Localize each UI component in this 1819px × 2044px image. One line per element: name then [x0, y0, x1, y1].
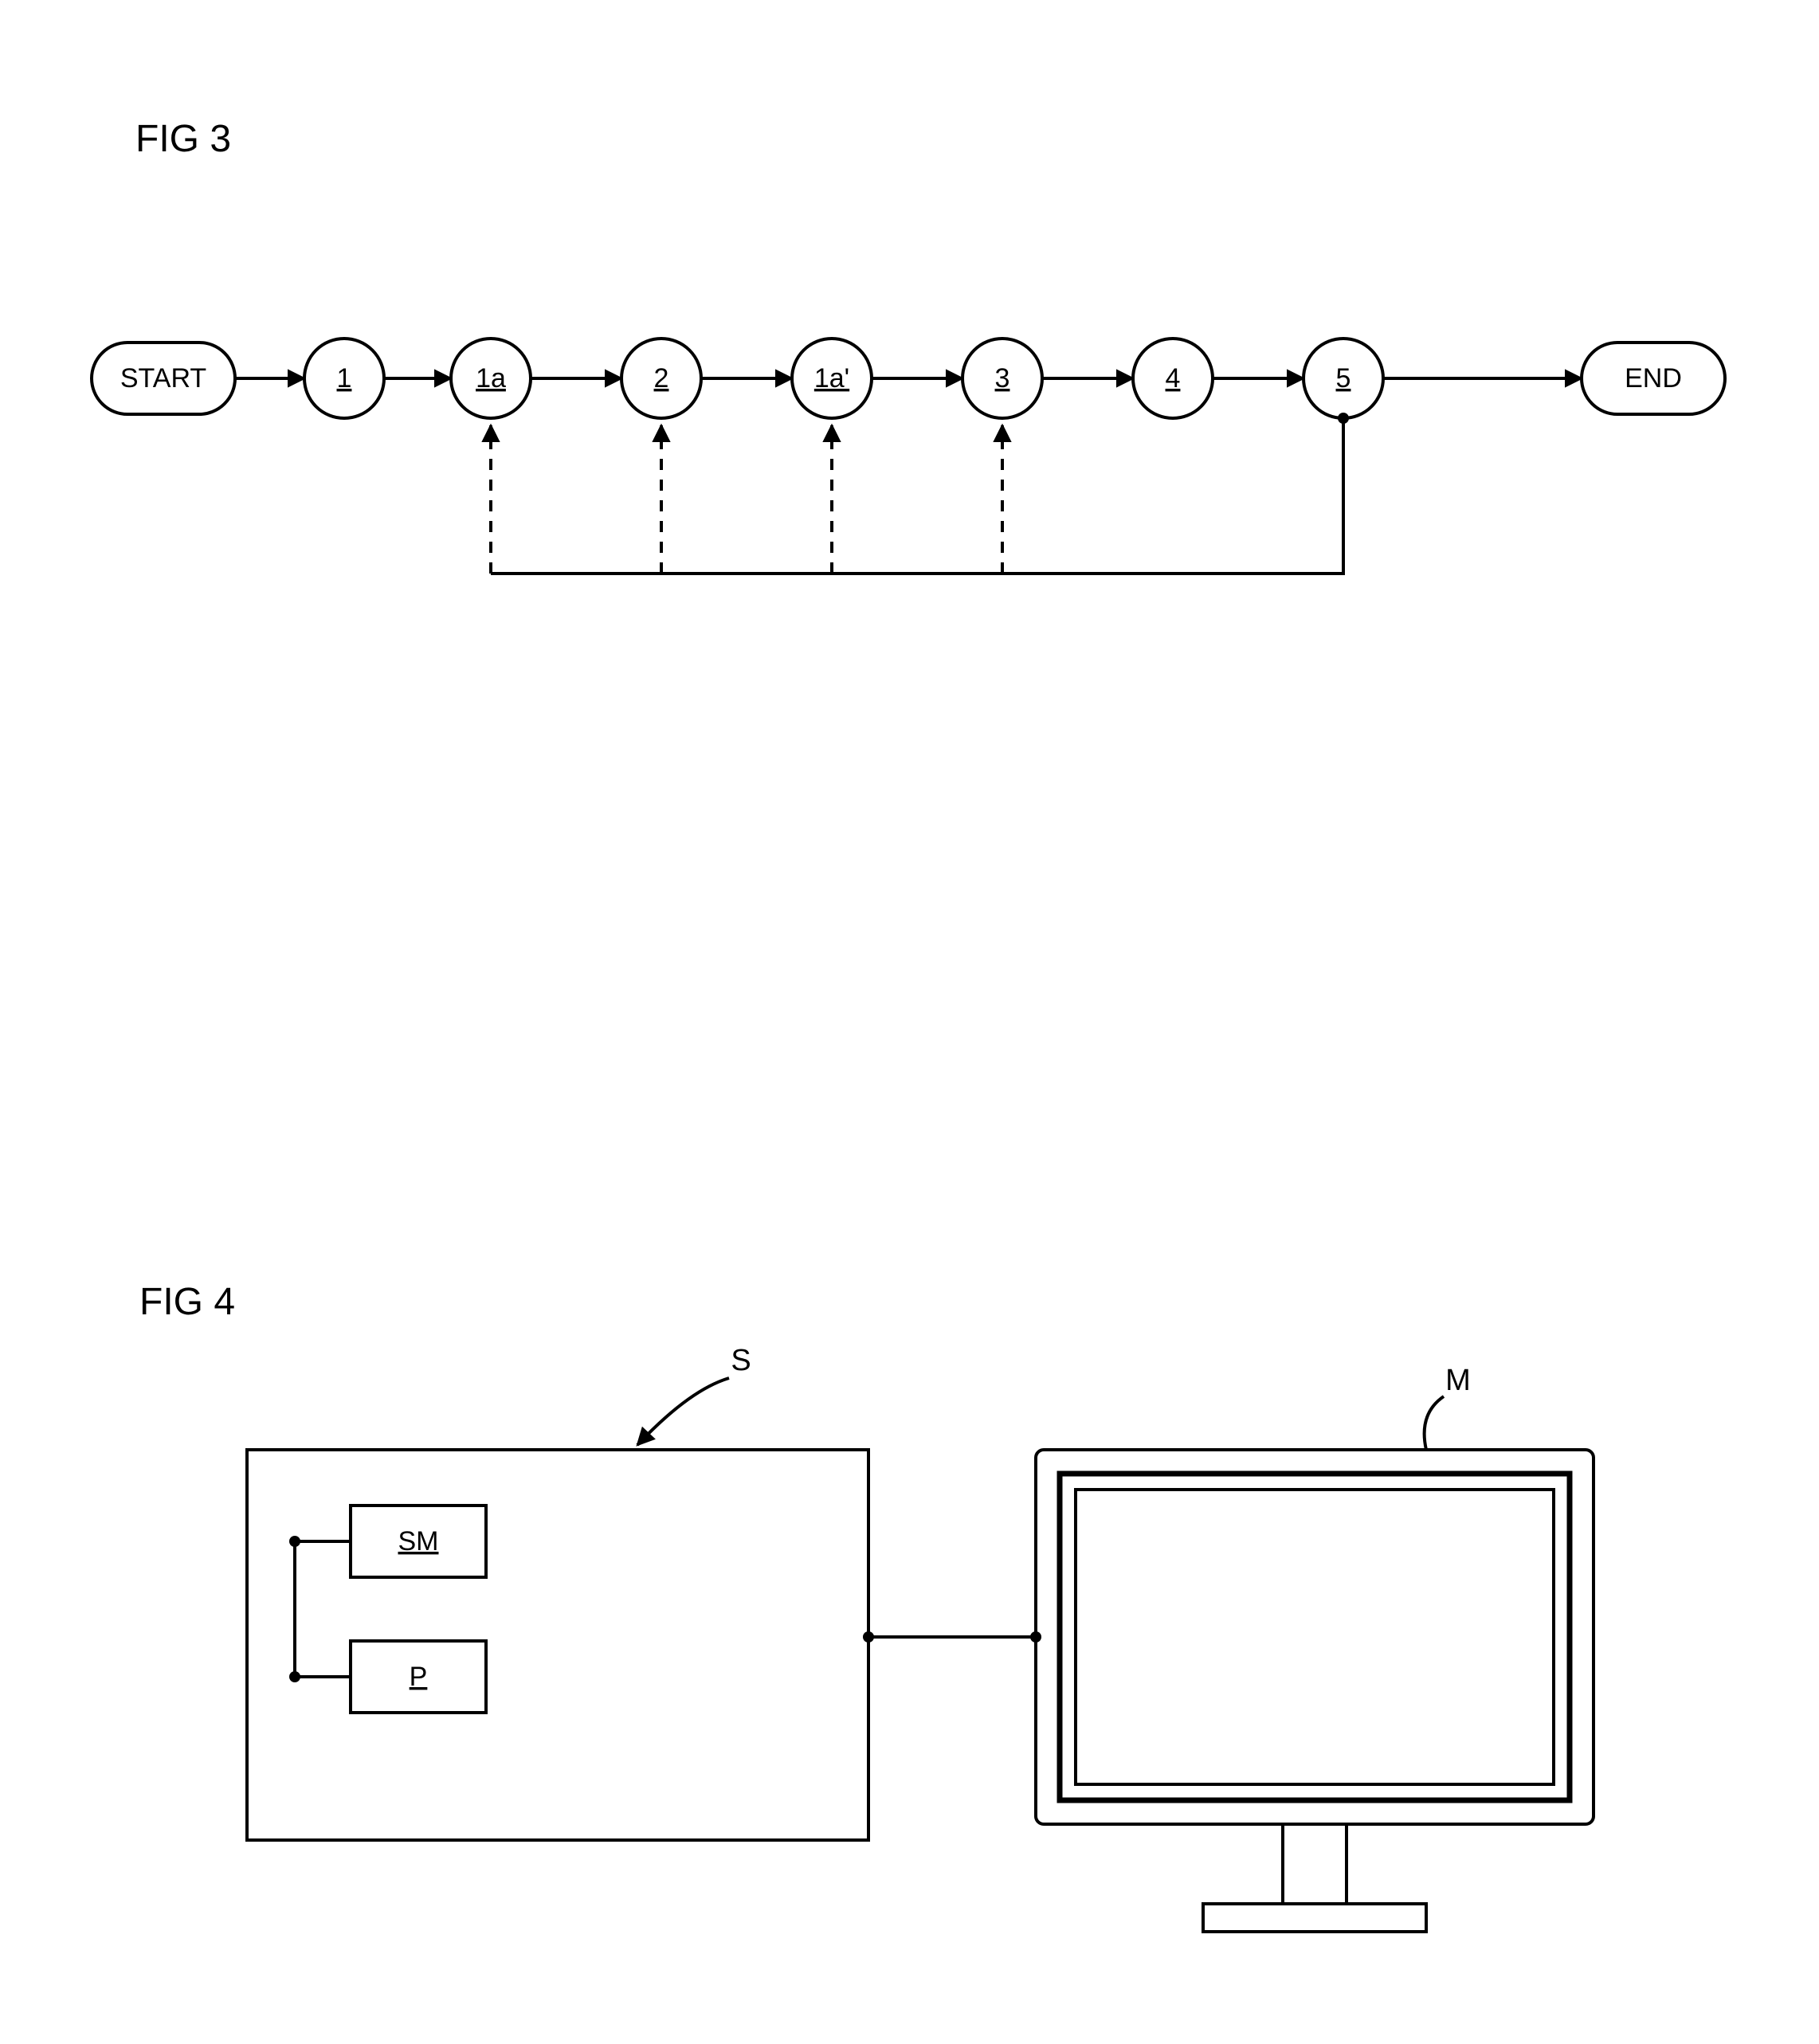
- system-box: [247, 1450, 868, 1840]
- flow-node-label: 2: [654, 363, 669, 394]
- terminal-start: START: [92, 343, 235, 414]
- module-sm: SM: [295, 1506, 486, 1577]
- flow-node-n4: 4: [1133, 339, 1213, 418]
- figure-4: FIG 4SMPSM: [139, 1281, 1594, 1932]
- flow-node-n5: 5: [1303, 339, 1383, 418]
- module-p: P: [295, 1641, 486, 1713]
- feedback-trunk: [491, 418, 1343, 574]
- flow-node-label: 4: [1166, 363, 1181, 394]
- terminal-end-label: END: [1625, 363, 1682, 394]
- callout-m-leader: [1425, 1396, 1444, 1450]
- flow-node-n1: 1: [304, 339, 384, 418]
- module-label: P: [410, 1662, 428, 1692]
- flow-node-label: 1a': [814, 363, 849, 394]
- callout-m-label: M: [1445, 1364, 1471, 1397]
- flow-node-n1ap: 1a': [792, 339, 872, 418]
- junction-dot: [863, 1631, 874, 1643]
- figure-4-label: FIG 4: [139, 1281, 235, 1323]
- callout-s-leader: [637, 1378, 729, 1445]
- monitor-icon: [1036, 1450, 1594, 1932]
- flow-node-n3: 3: [962, 339, 1042, 418]
- flow-node-n2: 2: [621, 339, 701, 418]
- flow-node-n1a: 1a: [451, 339, 531, 418]
- module-label: SM: [398, 1526, 439, 1556]
- terminal-start-label: START: [120, 363, 206, 394]
- figure-3: FIG 3 START END 1 1a 2 1a' 3 4 5: [92, 118, 1725, 574]
- flow-node-label: 1a: [476, 363, 506, 394]
- flow-node-label: 5: [1336, 363, 1351, 394]
- callout-s-label: S: [731, 1344, 751, 1377]
- terminal-end: END: [1582, 343, 1725, 414]
- figure-3-label: FIG 3: [135, 118, 231, 160]
- flow-node-label: 3: [995, 363, 1010, 394]
- flow-node-label: 1: [337, 363, 352, 394]
